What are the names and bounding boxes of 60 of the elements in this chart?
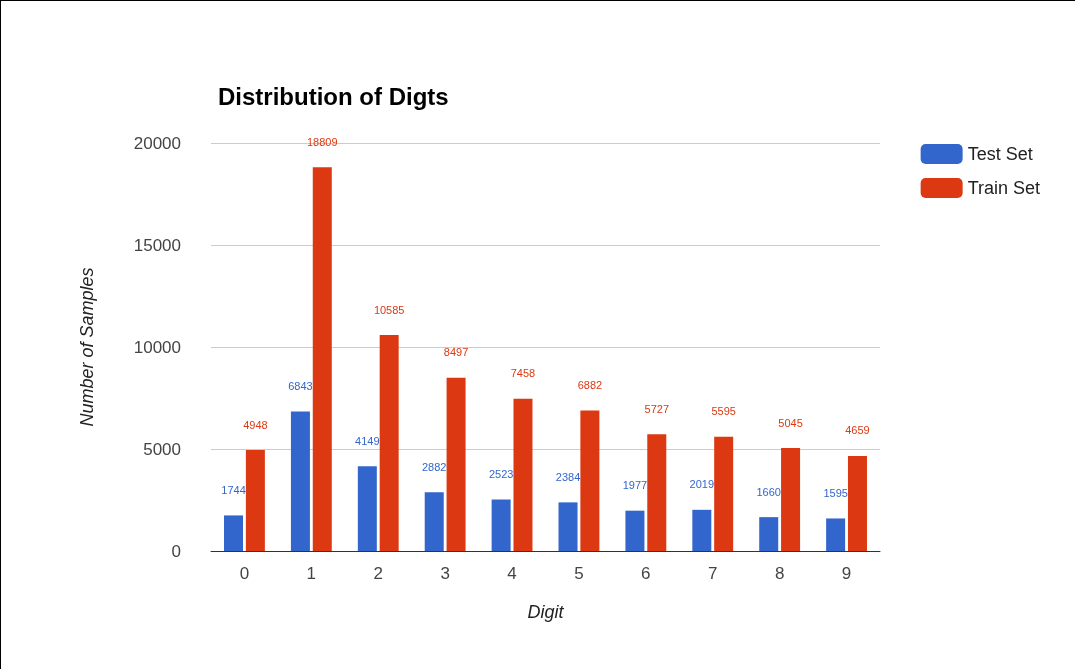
bar bbox=[446, 377, 466, 551]
bar bbox=[625, 510, 645, 551]
data-label: 2882 bbox=[421, 460, 447, 473]
data-label: 2019 bbox=[689, 478, 715, 491]
bar bbox=[312, 167, 332, 551]
bar bbox=[245, 450, 265, 551]
x-tick-label: 1 bbox=[306, 564, 317, 583]
bar bbox=[759, 517, 779, 551]
bar bbox=[714, 436, 734, 551]
x-tick-label: 4 bbox=[507, 564, 517, 583]
data-label: 8497 bbox=[443, 346, 469, 359]
data-label: 4948 bbox=[243, 418, 268, 431]
data-label: 5045 bbox=[778, 416, 803, 429]
x-tick-label: 5 bbox=[574, 564, 584, 583]
y-axis-title: Number of Samples bbox=[77, 267, 97, 427]
data-label: 6882 bbox=[577, 379, 603, 392]
x-tick-label: 8 bbox=[774, 564, 785, 583]
bar bbox=[290, 411, 310, 551]
data-label: 1660 bbox=[756, 485, 781, 498]
bar bbox=[781, 448, 801, 551]
x-tick-label: 0 bbox=[239, 564, 250, 583]
bar bbox=[224, 515, 244, 551]
y-tick-label: 10000 bbox=[133, 337, 181, 357]
data-label: 1744 bbox=[221, 483, 246, 496]
x-axis-title: Digit bbox=[527, 602, 565, 622]
y-tick-label: 0 bbox=[171, 541, 181, 561]
legend-label: Train Set bbox=[967, 178, 1041, 198]
bar bbox=[826, 518, 846, 551]
x-tick-label: 3 bbox=[440, 564, 450, 583]
data-label: 4659 bbox=[845, 424, 870, 437]
data-label: 1595 bbox=[823, 486, 848, 499]
x-tick-label: 9 bbox=[841, 564, 852, 583]
x-tick-label: 6 bbox=[641, 564, 651, 583]
bar bbox=[647, 434, 667, 551]
chart-title: Distribution of Digts bbox=[218, 82, 449, 110]
bar bbox=[424, 492, 444, 551]
y-tick-label: 5000 bbox=[143, 439, 181, 459]
bar bbox=[357, 466, 377, 551]
data-label: 18809 bbox=[306, 135, 338, 148]
bar bbox=[379, 335, 399, 551]
bar bbox=[847, 455, 867, 551]
bar bbox=[580, 410, 600, 551]
data-label: 2523 bbox=[488, 468, 514, 481]
data-label: 6843 bbox=[288, 379, 313, 392]
data-label: 7458 bbox=[510, 367, 536, 380]
legend-label: Test Set bbox=[967, 144, 1033, 164]
bar bbox=[558, 502, 578, 551]
data-label: 5595 bbox=[711, 405, 736, 418]
data-label: 1977 bbox=[622, 479, 648, 492]
x-tick-label: 2 bbox=[373, 564, 383, 583]
x-tick-label: 7 bbox=[708, 564, 718, 583]
bar bbox=[513, 398, 533, 551]
y-tick-label: 15000 bbox=[133, 235, 181, 255]
y-tick-label: 20000 bbox=[133, 133, 181, 153]
data-label: 10585 bbox=[373, 303, 405, 316]
data-label: 4149 bbox=[355, 434, 380, 447]
data-label: 5727 bbox=[644, 402, 670, 415]
bar bbox=[692, 509, 712, 551]
data-label: 2384 bbox=[555, 470, 581, 483]
bar bbox=[491, 499, 511, 551]
